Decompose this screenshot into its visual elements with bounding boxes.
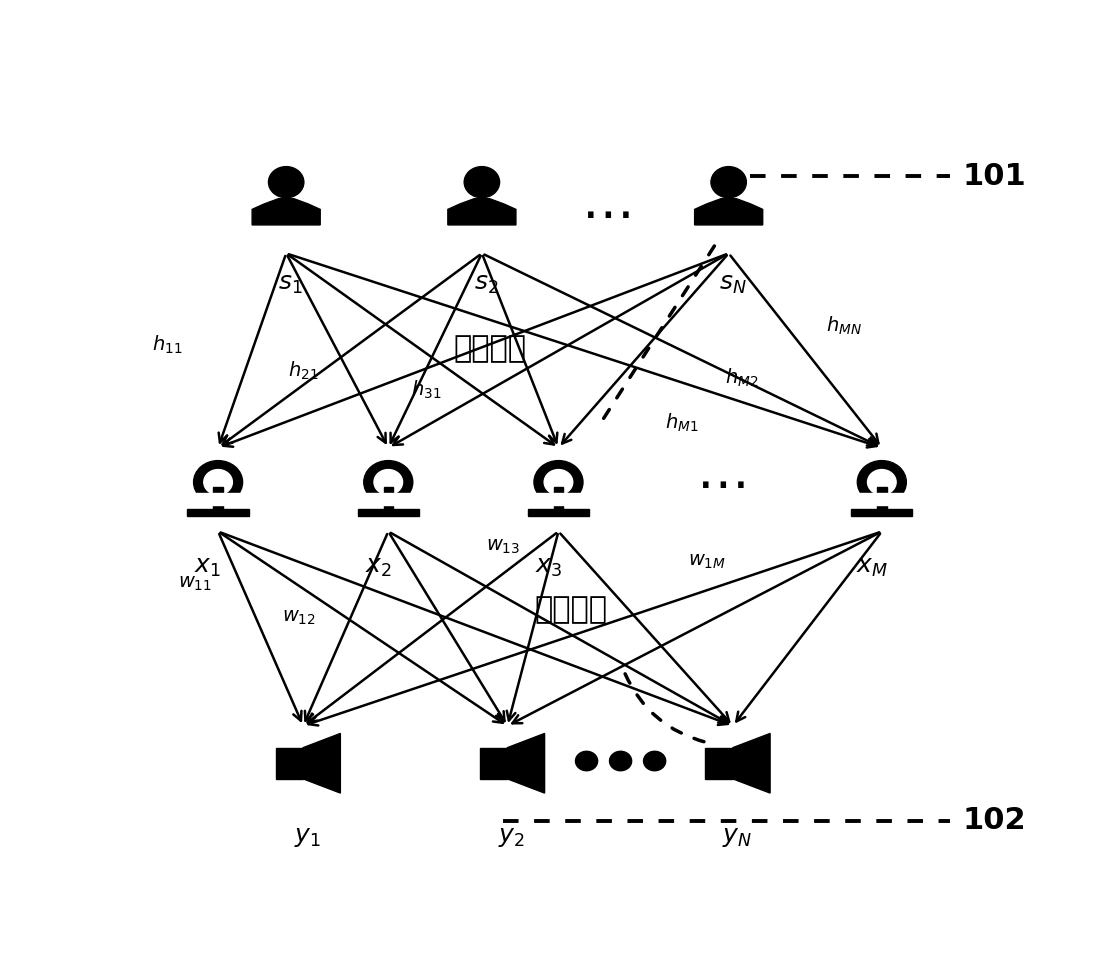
- Text: 102: 102: [963, 806, 1027, 835]
- Polygon shape: [507, 733, 545, 793]
- Bar: [276, 748, 303, 779]
- Circle shape: [204, 470, 233, 494]
- Circle shape: [867, 470, 896, 494]
- FancyArrowPatch shape: [625, 674, 706, 743]
- Text: 分离系统: 分离系统: [535, 595, 607, 624]
- Circle shape: [193, 460, 243, 504]
- Text: $w_{11}$: $w_{11}$: [178, 574, 212, 593]
- Bar: [528, 510, 590, 516]
- Text: $h_{MN}$: $h_{MN}$: [826, 315, 862, 337]
- Circle shape: [609, 752, 631, 771]
- Text: $x_M$: $x_M$: [855, 555, 887, 580]
- Bar: [213, 487, 223, 495]
- Circle shape: [534, 460, 583, 504]
- Polygon shape: [303, 733, 340, 793]
- Circle shape: [712, 167, 747, 198]
- Text: $h_{21}$: $h_{21}$: [288, 359, 318, 382]
- Bar: [363, 493, 413, 505]
- Text: $y_N$: $y_N$: [722, 824, 752, 849]
- Circle shape: [363, 460, 413, 504]
- Bar: [705, 748, 733, 779]
- Bar: [188, 510, 249, 516]
- Bar: [358, 510, 419, 516]
- Text: $s_N$: $s_N$: [719, 272, 747, 296]
- Text: $y_1$: $y_1$: [294, 824, 321, 849]
- Bar: [851, 510, 912, 516]
- Bar: [553, 494, 563, 510]
- Text: $s_1$: $s_1$: [278, 272, 303, 296]
- Polygon shape: [695, 199, 763, 225]
- Text: $x_3$: $x_3$: [535, 555, 562, 580]
- Bar: [383, 487, 393, 495]
- Bar: [534, 493, 583, 505]
- Text: $w_{13}$: $w_{13}$: [486, 537, 520, 556]
- Bar: [213, 494, 223, 510]
- Bar: [858, 493, 906, 505]
- Circle shape: [575, 752, 597, 771]
- Bar: [877, 487, 886, 495]
- Text: $x_1$: $x_1$: [194, 555, 222, 580]
- Text: $y_2$: $y_2$: [498, 824, 525, 849]
- Bar: [383, 494, 393, 510]
- Text: $\cdots$: $\cdots$: [696, 458, 744, 511]
- Text: $h_{11}$: $h_{11}$: [152, 333, 182, 355]
- Text: $w_{12}$: $w_{12}$: [282, 608, 316, 627]
- Polygon shape: [733, 733, 770, 793]
- Text: 混合系统: 混合系统: [453, 334, 527, 363]
- Text: $s_2$: $s_2$: [474, 272, 498, 296]
- Bar: [193, 493, 243, 505]
- Text: $w_{1M}$: $w_{1M}$: [688, 552, 727, 571]
- Circle shape: [643, 752, 665, 771]
- Circle shape: [269, 167, 304, 198]
- Bar: [877, 494, 886, 510]
- Bar: [553, 487, 563, 495]
- Text: 101: 101: [963, 162, 1027, 191]
- Text: $h_{M1}$: $h_{M1}$: [665, 412, 698, 434]
- Bar: [480, 748, 507, 779]
- FancyArrowPatch shape: [598, 246, 715, 426]
- Text: $\cdots$: $\cdots$: [581, 187, 629, 240]
- Circle shape: [374, 470, 403, 494]
- Polygon shape: [448, 199, 516, 225]
- Circle shape: [464, 167, 500, 198]
- Text: $h_{M2}$: $h_{M2}$: [725, 367, 758, 389]
- Text: $x_2$: $x_2$: [365, 555, 392, 580]
- Polygon shape: [253, 199, 321, 225]
- Circle shape: [545, 470, 573, 494]
- Text: $h_{31}$: $h_{31}$: [412, 379, 441, 401]
- Circle shape: [858, 460, 906, 504]
